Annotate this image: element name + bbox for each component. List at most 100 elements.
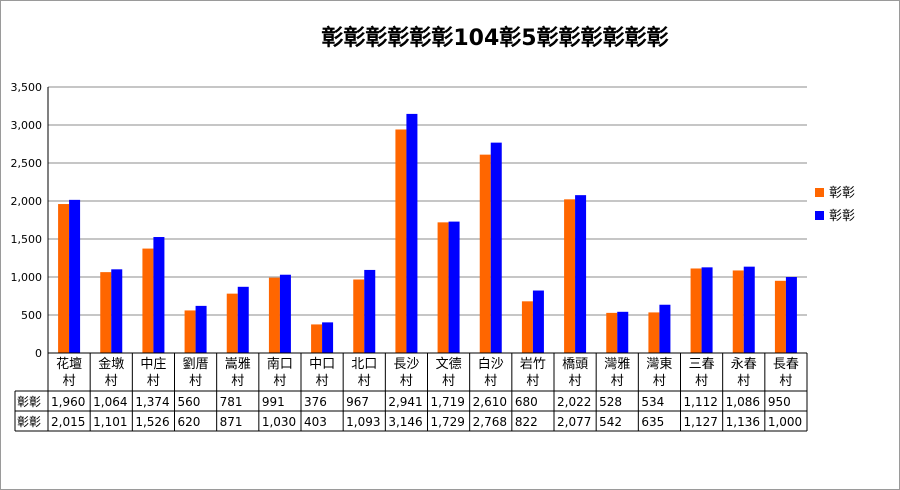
table-cell: 542 [599, 415, 622, 429]
category-label-line1: 金墩 [98, 356, 124, 372]
table-cell: 2,941 [388, 395, 422, 409]
gridlines [48, 86, 807, 316]
category-label-line2: 村 [358, 374, 371, 389]
category-label-line1: 長春 [773, 357, 799, 372]
table-cell: 1,526 [135, 415, 169, 429]
bar-series0 [564, 199, 576, 353]
category-label-line1: 花壇 [56, 356, 82, 372]
y-tick-label: 3,000 [11, 119, 43, 132]
table-cell: 1,729 [431, 415, 465, 429]
table-cell: 1,960 [51, 395, 85, 409]
legend: 彰彰彰彰 [815, 185, 855, 224]
table-cell: 822 [515, 415, 538, 429]
table-cell: 1,101 [93, 415, 127, 429]
category-label-line2: 村 [569, 374, 582, 389]
category-labels: 花壇村金墩村中庄村劉厝村嵩雅村南口村中口村北口村長沙村文德村白沙村岩竹村橋頭村灣… [56, 356, 799, 389]
bar-series1 [406, 113, 418, 354]
category-label-line2: 村 [611, 374, 624, 389]
category-label-line1: 嵩雅 [225, 357, 251, 372]
bar-series1 [575, 195, 587, 353]
table-cell: 635 [641, 415, 664, 429]
legend-label-series0: 彰彰 [829, 185, 855, 201]
category-label-line2: 村 [105, 374, 118, 389]
y-tick-label: 2,000 [11, 195, 43, 208]
bar-series1 [69, 199, 81, 353]
bar-series1 [701, 267, 713, 353]
category-label-line1: 岩竹 [520, 357, 546, 372]
bar-series1 [195, 305, 207, 353]
category-label-line1: 中庄 [140, 356, 166, 372]
category-label-line2: 村 [737, 374, 750, 389]
table-cell: 871 [220, 415, 243, 429]
table-cell: 560 [178, 395, 201, 409]
category-label-line2: 村 [147, 374, 160, 389]
bar-series0 [648, 312, 660, 353]
category-label-line1: 中口 [309, 357, 335, 372]
legend-swatch-series1 [815, 211, 824, 220]
legend-label-series1: 彰彰 [829, 208, 855, 224]
table-row-label: 彰彰 [17, 414, 41, 429]
table-cell: 1,093 [346, 415, 380, 429]
category-label-line1: 灣雅 [604, 357, 630, 372]
data-table: 彰彰 1,960 1,064 1,374 560 781 991 376 967 2,941 1,7… [14, 353, 808, 432]
category-label-line2: 村 [316, 374, 329, 389]
category-label-line1: 劉厝 [183, 357, 209, 372]
y-tick-label: 500 [21, 309, 42, 322]
bar-series0 [521, 301, 533, 353]
table-cell: 1,064 [93, 395, 127, 409]
table-cell: 2,768 [473, 415, 507, 429]
legend-swatch-series0 [815, 188, 824, 197]
bar-series0 [353, 279, 365, 353]
table-row-label: 彰彰 [17, 394, 41, 409]
category-label-line1: 長沙 [393, 357, 419, 372]
table-cell: 620 [178, 415, 201, 429]
bar-series1 [532, 290, 544, 353]
chart-title: 彰彰彰彰彰彰104彰5彰彰彰彰彰彰 [321, 26, 669, 51]
bar-series0 [437, 222, 449, 353]
y-tick-label: 0 [35, 347, 42, 360]
table-cell: 1,000 [768, 415, 802, 429]
bar-series1 [659, 304, 671, 353]
table-cell: 376 [304, 395, 327, 409]
bar-series1 [490, 142, 502, 353]
category-label-line2: 村 [779, 374, 792, 389]
bar-series0 [732, 270, 744, 353]
category-label-line2: 村 [273, 374, 286, 389]
table-cell: 1,719 [431, 395, 465, 409]
y-tick-label: 2,500 [11, 157, 43, 170]
category-label-line2: 村 [653, 374, 666, 389]
category-label-line1: 橋頭 [562, 357, 588, 372]
category-label-line2: 村 [189, 374, 202, 389]
table-cell: 2,610 [473, 395, 507, 409]
category-label-line2: 村 [400, 374, 413, 389]
bar-series0 [606, 312, 618, 353]
category-label-line1: 白沙 [478, 356, 504, 372]
category-label-line1: 北口 [351, 357, 377, 372]
bar-series0 [184, 310, 196, 353]
table-cell: 1,030 [262, 415, 296, 429]
table-cell: 1,136 [726, 415, 760, 429]
category-label-line1: 南口 [267, 356, 293, 372]
bar-series1 [111, 269, 123, 353]
category-label-line2: 村 [442, 374, 455, 389]
table-cell: 680 [515, 395, 538, 409]
bar-series1 [364, 269, 376, 353]
table-cell: 1,086 [726, 395, 760, 409]
bar-series1 [448, 221, 460, 353]
bar-series1 [743, 266, 755, 353]
bar-series1 [153, 237, 165, 353]
bar-series0 [395, 129, 407, 353]
table-cell: 403 [304, 415, 327, 429]
category-label-line2: 村 [695, 374, 708, 389]
category-label-line2: 村 [63, 374, 76, 389]
bar-series0 [690, 268, 702, 353]
bar-series0 [142, 248, 154, 353]
bar-series0 [226, 293, 238, 353]
category-label-line2: 村 [526, 374, 539, 389]
table-cell: 991 [262, 395, 285, 409]
bar-series0 [58, 204, 70, 353]
category-label-line2: 村 [484, 374, 497, 389]
table-cell: 967 [346, 395, 369, 409]
table-cell: 2,015 [51, 415, 85, 429]
